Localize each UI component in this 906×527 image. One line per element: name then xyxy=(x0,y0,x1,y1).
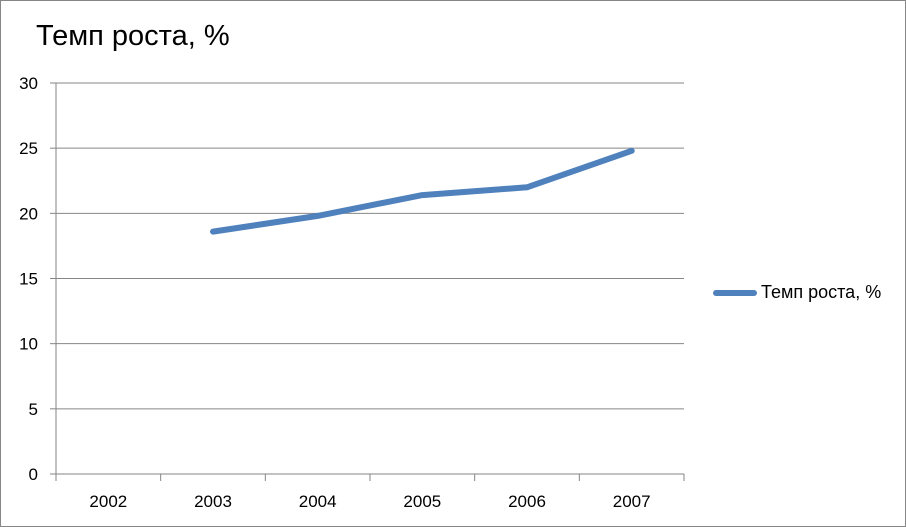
y-tick-labels: 0 5 10 15 20 25 30 xyxy=(19,74,38,484)
series-lines xyxy=(210,147,635,235)
legend-swatch xyxy=(713,289,757,296)
x-tick-label: 2002 xyxy=(89,492,127,511)
y-tick-label: 10 xyxy=(19,335,38,354)
gridlines xyxy=(56,82,684,475)
x-tick-label: 2005 xyxy=(403,492,441,511)
y-tick-label: 30 xyxy=(19,74,38,93)
series-line xyxy=(210,147,635,235)
x-tick-label: 2003 xyxy=(194,492,232,511)
y-tick-label: 0 xyxy=(29,465,38,484)
y-tick-label: 20 xyxy=(19,204,38,223)
legend: Темп роста, % xyxy=(713,282,881,303)
x-tick-label: 2006 xyxy=(508,492,546,511)
legend-label: Темп роста, % xyxy=(761,282,882,302)
x-tick-label: 2004 xyxy=(299,492,337,511)
y-tick-label: 15 xyxy=(19,270,38,289)
x-tick-labels: 2002 2003 2004 2005 2006 2007 xyxy=(89,492,650,511)
y-tick-label: 25 xyxy=(19,139,38,158)
axes xyxy=(50,82,685,481)
x-tick-label: 2007 xyxy=(613,492,651,511)
y-tick-label: 5 xyxy=(29,400,38,419)
chart-title: Темп роста, % xyxy=(36,20,230,52)
